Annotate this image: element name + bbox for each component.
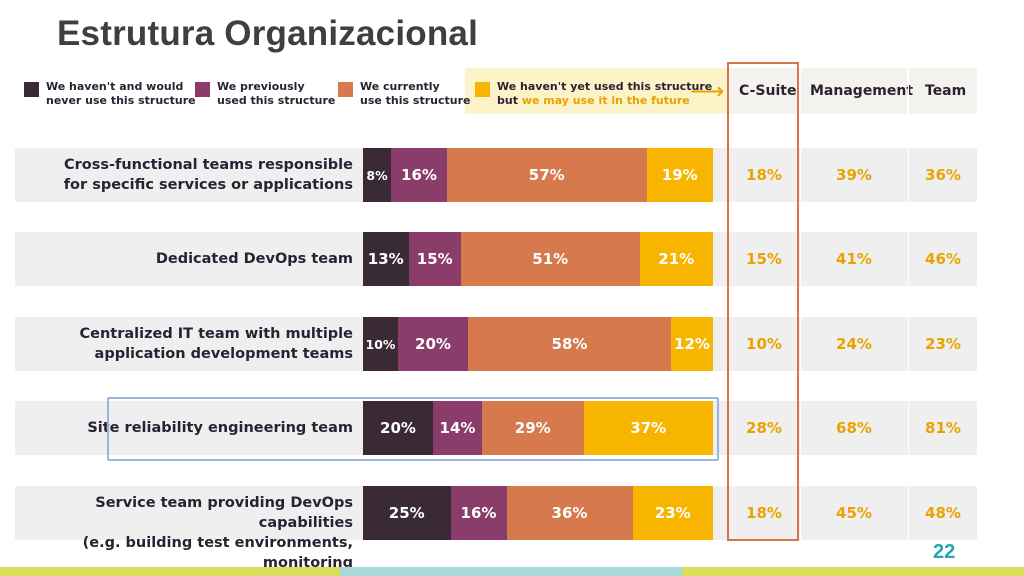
arrow-right-icon: ⟶	[690, 78, 725, 105]
bar-segment: 16%	[391, 148, 447, 202]
legend-label-highlight: we may use it in the future	[521, 94, 690, 107]
bar-segment: 36%	[506, 486, 633, 540]
sre-highlight-box	[107, 397, 719, 461]
category-label-line: Centralized IT team with multiple	[79, 326, 353, 342]
bar-segment: 37%	[583, 401, 713, 455]
category-label-line: Dedicated DevOps team	[155, 251, 353, 267]
table-cell-management: 24%	[836, 335, 872, 353]
table-cell-team: 81%	[925, 419, 961, 437]
column-separator	[800, 68, 801, 540]
legend-label: We previously	[217, 80, 305, 93]
table-cell-team: 23%	[925, 335, 961, 353]
category-label: Service team providing DevOps capabiliti…	[15, 493, 353, 573]
legend-label: use this structure	[360, 94, 471, 107]
bar-segment: 13%	[363, 232, 409, 286]
bar-segment: 21%	[639, 232, 713, 286]
legend-label: We currently	[360, 80, 440, 93]
table-cell-management: 45%	[836, 504, 872, 522]
category-label-line: Service team providing DevOps capabiliti…	[95, 495, 353, 531]
column-header-background	[727, 68, 799, 114]
bar-segment: 10%	[363, 317, 398, 371]
legend-label: We haven't and would	[46, 80, 184, 93]
table-cell-c-suite: 18%	[746, 504, 782, 522]
legend-label: but	[497, 94, 522, 107]
bar-segment: 14%	[433, 401, 482, 455]
category-label-line: Cross-functional teams responsible	[64, 157, 353, 173]
table-cell-c-suite: 15%	[746, 250, 782, 268]
legend-highlight-background	[465, 68, 727, 114]
column-header-team: Team	[925, 83, 967, 99]
bar-segment: 20%	[398, 317, 468, 371]
table-cell-team: 48%	[925, 504, 961, 522]
table-cell-c-suite: 10%	[746, 335, 782, 353]
bar-segment: 12%	[671, 317, 713, 371]
bar-segment: 29%	[482, 401, 584, 455]
table-cell-c-suite: 18%	[746, 166, 782, 184]
legend-label: We haven't yet used this structure	[497, 80, 713, 93]
csuite-highlight-box	[727, 62, 799, 541]
table-cell-team: 46%	[925, 250, 961, 268]
category-label: Site reliability engineering team	[15, 418, 353, 438]
column-header-background	[909, 68, 977, 114]
legend-label: never use this structure	[46, 94, 196, 107]
legend-swatch-never	[24, 82, 39, 97]
footer-bar-left	[0, 567, 340, 576]
category-label-line: Site reliability engineering team	[87, 420, 353, 436]
bar-segment: 57%	[447, 148, 647, 202]
table-cell-management: 68%	[836, 419, 872, 437]
category-label-line: for specific services or applications	[63, 177, 353, 193]
table-cell-c-suite: 28%	[746, 419, 782, 437]
footer-bar-right	[682, 567, 1024, 576]
bar-segment: 20%	[363, 401, 433, 455]
category-label: Centralized IT team with multiple applica…	[15, 324, 353, 364]
column-header-background	[801, 68, 907, 114]
legend-swatch-currently	[338, 82, 353, 97]
page-number: 22	[933, 541, 956, 563]
category-label-line: application development teams	[94, 346, 353, 362]
legend-swatch-previously	[195, 82, 210, 97]
column-separator	[908, 68, 909, 540]
column-header-management: Management	[810, 83, 914, 99]
bar-segment: 58%	[468, 317, 671, 371]
bar-segment: 16%	[450, 486, 507, 540]
page-title: Estrutura Organizacional	[57, 14, 479, 53]
bar-segment: 19%	[646, 148, 713, 202]
category-label: Dedicated DevOps team	[15, 249, 353, 269]
legend-swatch-future	[475, 82, 490, 97]
table-cell-team: 36%	[925, 166, 961, 184]
footer-bar-middle	[340, 567, 682, 576]
bar-segment: 51%	[461, 232, 640, 286]
bar-segment: 23%	[632, 486, 713, 540]
table-cell-management: 39%	[836, 166, 872, 184]
bar-segment: 8%	[363, 148, 391, 202]
category-label: Cross-functional teams responsible for sp…	[15, 155, 353, 195]
legend-label: used this structure	[217, 94, 336, 107]
column-header-csuite: C-Suite	[739, 83, 797, 99]
bar-segment: 15%	[408, 232, 461, 286]
table-cell-management: 41%	[836, 250, 872, 268]
bar-segment: 25%	[363, 486, 451, 540]
